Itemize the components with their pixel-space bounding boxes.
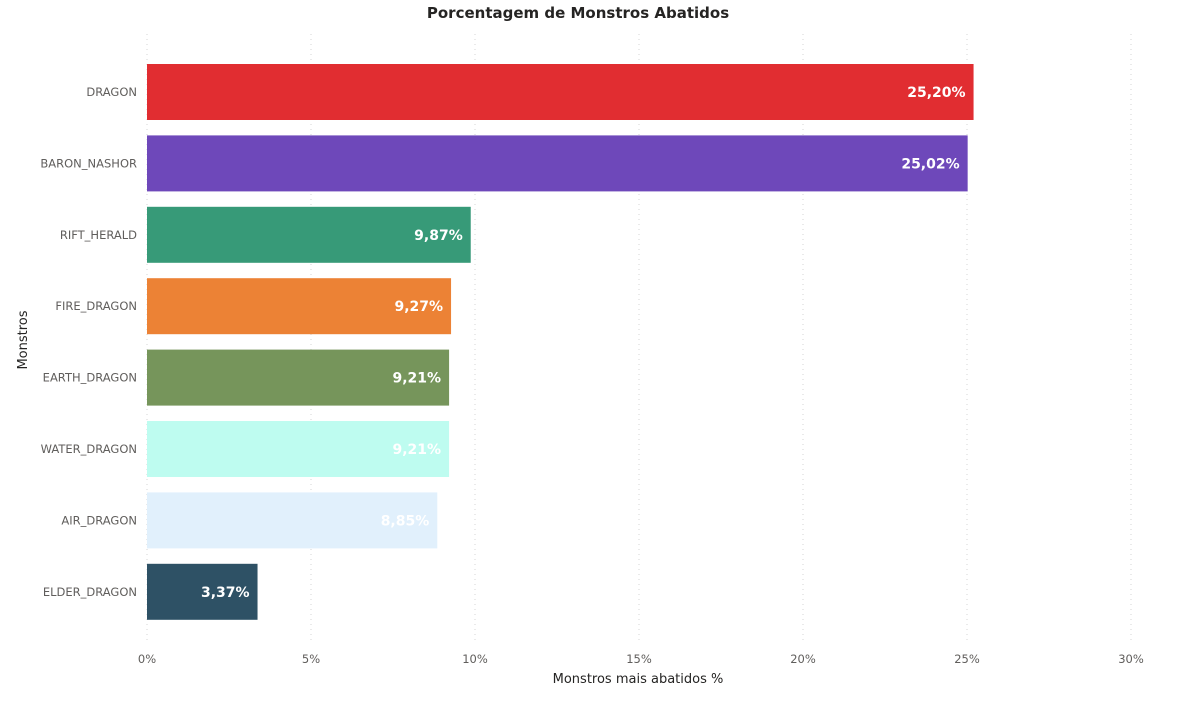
bar-elder-dragon[interactable] xyxy=(147,563,258,620)
bar-rift-herald[interactable] xyxy=(147,206,471,263)
category-label: FIRE_DRAGON xyxy=(55,299,137,313)
category-label: WATER_DRAGON xyxy=(41,442,137,456)
bar-fire-dragon[interactable] xyxy=(147,278,452,335)
data-label: 8,85% xyxy=(381,513,430,529)
y-axis-title: Monstros xyxy=(16,310,31,369)
data-labels: 25,20% 25,02% 9,87% 9,27% 9,21% 9,21% 8,85% 3,3… xyxy=(201,85,966,601)
x-tick-labels: 0% 5% 10% 15% 20% 25% 30% xyxy=(138,652,1144,666)
category-labels: DRAGON BARON_NASHOR RIFT_HERALD FIRE_DRAGON… xyxy=(40,85,137,599)
x-tick-label: 10% xyxy=(462,652,488,666)
data-label: 9,21% xyxy=(393,442,442,458)
x-tick-label: 0% xyxy=(138,652,156,666)
bar-air-dragon[interactable] xyxy=(147,492,438,549)
data-label: 3,37% xyxy=(201,585,250,601)
x-axis-title: Monstros mais abatidos % xyxy=(553,672,724,687)
data-label: 9,87% xyxy=(414,228,463,244)
category-label: EARTH_DRAGON xyxy=(43,371,137,385)
category-label: RIFT_HERALD xyxy=(60,228,137,242)
category-label: ELDER_DRAGON xyxy=(43,585,137,599)
chart-title: Porcentagem de Monstros Abatidos xyxy=(427,4,729,22)
category-label: AIR_DRAGON xyxy=(61,513,137,527)
data-label: 25,02% xyxy=(901,156,959,172)
bar-earth-dragon[interactable] xyxy=(147,349,450,406)
x-tick-label: 15% xyxy=(626,652,652,666)
data-label: 9,21% xyxy=(393,371,442,387)
x-tick-label: 5% xyxy=(302,652,320,666)
bars xyxy=(147,64,974,620)
x-tick-label: 20% xyxy=(790,652,816,666)
x-tick-label: 25% xyxy=(954,652,980,666)
category-label: BARON_NASHOR xyxy=(40,156,137,170)
x-tick-label: 30% xyxy=(1118,652,1144,666)
bar-dragon[interactable] xyxy=(147,64,974,120)
data-label: 25,20% xyxy=(907,85,965,101)
category-label: DRAGON xyxy=(86,85,137,99)
bar-water-dragon[interactable] xyxy=(147,421,450,477)
gridlines xyxy=(146,34,1132,642)
data-label: 9,27% xyxy=(394,299,443,315)
bar-baron-nashor[interactable] xyxy=(147,135,968,192)
